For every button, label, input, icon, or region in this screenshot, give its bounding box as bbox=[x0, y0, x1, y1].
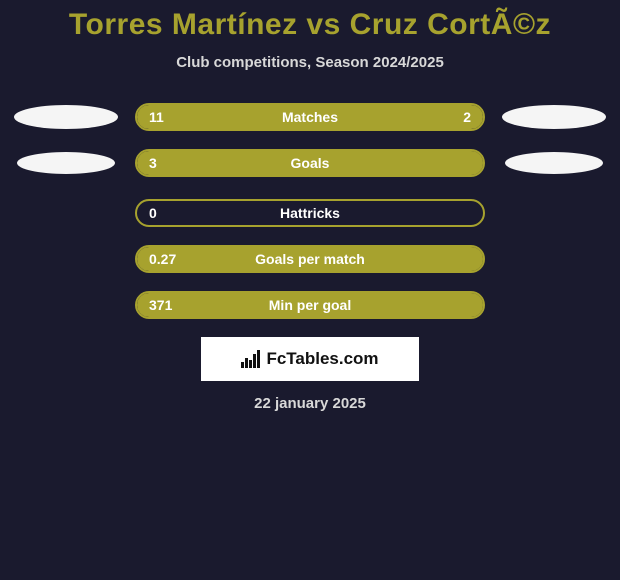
page-title: Torres Martínez vs Cruz CortÃ©z bbox=[10, 8, 610, 42]
stat-bar-matches: 11 Matches 2 bbox=[135, 103, 485, 131]
stat-label: Goals per match bbox=[255, 251, 365, 267]
bar-fill-left bbox=[137, 105, 407, 129]
stat-value-left: 0.27 bbox=[149, 251, 176, 267]
stat-value-left: 3 bbox=[149, 155, 157, 171]
player-left-avatar bbox=[14, 105, 118, 129]
bar-fill-right bbox=[407, 105, 483, 129]
avatar-right-slot-2 bbox=[499, 152, 609, 174]
logo-text: FcTables.com bbox=[266, 349, 378, 369]
avatar-right-slot bbox=[499, 105, 609, 129]
stat-label: Matches bbox=[282, 109, 338, 125]
stat-value-right: 2 bbox=[463, 109, 471, 125]
logo-box: FcTables.com bbox=[201, 337, 419, 381]
stat-bar-mpg: 371 Min per goal bbox=[135, 291, 485, 319]
avatar-left-slot bbox=[11, 105, 121, 129]
player-right-avatar-2 bbox=[505, 152, 603, 174]
row-matches-avatars: 11 Matches 2 bbox=[10, 103, 610, 131]
chart-icon bbox=[241, 350, 260, 368]
stat-value-left: 371 bbox=[149, 297, 172, 313]
avatar-left-slot-2 bbox=[11, 152, 121, 174]
stat-bar-gpm: 0.27 Goals per match bbox=[135, 245, 485, 273]
subtitle: Club competitions, Season 2024/2025 bbox=[10, 54, 610, 71]
stat-label: Hattricks bbox=[280, 205, 340, 221]
stat-value-left: 0 bbox=[149, 205, 157, 221]
player-right-avatar bbox=[502, 105, 606, 129]
stat-bar-goals: 3 Goals bbox=[135, 149, 485, 177]
stat-value-left: 11 bbox=[149, 109, 164, 125]
stat-bar-hattricks: 0 Hattricks bbox=[135, 199, 485, 227]
player-left-avatar-2 bbox=[17, 152, 115, 174]
stat-label: Min per goal bbox=[269, 297, 351, 313]
date-text: 22 january 2025 bbox=[10, 395, 610, 412]
row-goals-avatars: 3 Goals bbox=[10, 149, 610, 177]
stat-label: Goals bbox=[291, 155, 330, 171]
